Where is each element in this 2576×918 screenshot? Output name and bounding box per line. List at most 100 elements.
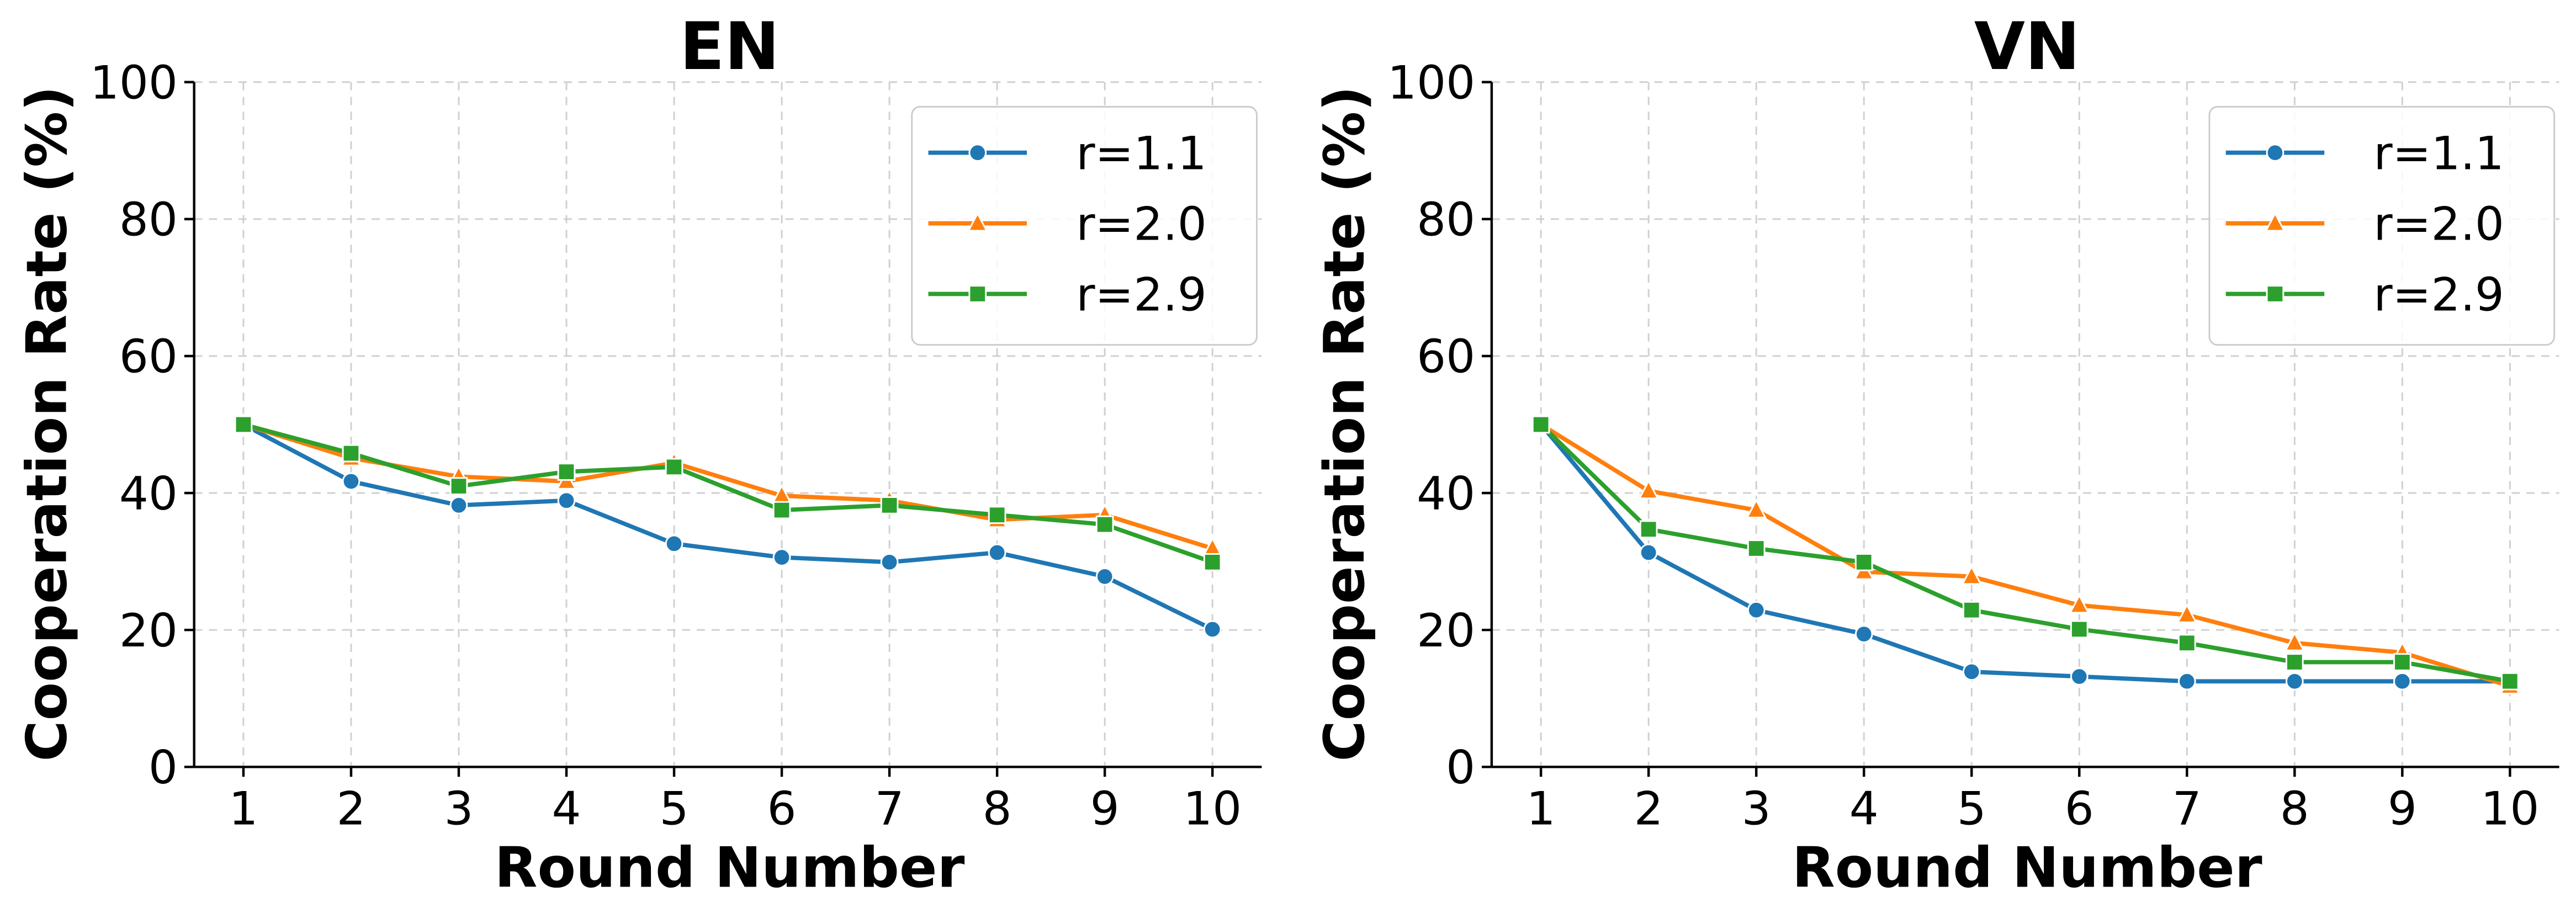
legend-label: r=2.0 bbox=[2373, 197, 2504, 251]
data-point-square bbox=[968, 285, 987, 303]
data-point-circle bbox=[2177, 672, 2196, 691]
x-tick-label: 7 bbox=[2172, 782, 2202, 835]
x-tick-label: 9 bbox=[1090, 782, 1120, 835]
data-point-square bbox=[1203, 553, 1222, 571]
x-tick-label: 5 bbox=[1957, 782, 1986, 835]
data-point-circle bbox=[772, 548, 791, 567]
x-tick-label: 1 bbox=[229, 782, 258, 835]
x-tick-label: 2 bbox=[336, 782, 365, 835]
data-point-circle bbox=[1854, 625, 1873, 643]
x-axis-label: Round Number bbox=[1792, 835, 2262, 900]
series-line bbox=[1539, 423, 2511, 684]
data-point-circle bbox=[449, 496, 468, 514]
data-point-circle bbox=[2070, 667, 2089, 686]
legend-item: r=2.0 bbox=[2225, 197, 2504, 251]
y-axis-label: Cooperation Rate (%) bbox=[1312, 86, 1377, 762]
legend-item: r=2.9 bbox=[2225, 268, 2504, 321]
legend-label: r=1.1 bbox=[2373, 126, 2504, 180]
legend: r=1.1 r=2.0 r=2.9 bbox=[911, 105, 1258, 346]
data-point-square bbox=[234, 415, 253, 434]
x-tick-label: 7 bbox=[875, 782, 904, 835]
series-r-2-9 bbox=[1531, 415, 2519, 691]
legend-item: r=1.1 bbox=[2225, 126, 2504, 180]
data-point-square bbox=[449, 477, 468, 496]
data-point-circle bbox=[557, 491, 576, 510]
x-tick-label: 9 bbox=[2388, 782, 2417, 835]
legend-item: r=2.0 bbox=[928, 197, 1207, 251]
data-point-circle bbox=[968, 144, 987, 162]
y-tick-label: 20 bbox=[119, 604, 178, 657]
legend-item: r=2.9 bbox=[928, 268, 1207, 321]
data-point-triangle bbox=[967, 211, 988, 232]
legend-label: r=2.0 bbox=[1076, 197, 1206, 251]
data-point-circle bbox=[2285, 672, 2304, 691]
data-point-triangle bbox=[1961, 565, 1983, 585]
data-point-circle bbox=[1747, 601, 1766, 619]
data-point-square bbox=[2266, 285, 2285, 303]
y-tick-label: 20 bbox=[1417, 604, 1475, 657]
data-point-circle bbox=[1962, 662, 1981, 681]
data-point-square bbox=[880, 496, 899, 514]
data-point-square bbox=[1531, 415, 1550, 434]
data-point-triangle bbox=[2265, 211, 2286, 232]
legend-label: r=1.1 bbox=[1076, 126, 1206, 180]
data-point-square bbox=[1639, 520, 1658, 539]
data-point-square bbox=[2393, 653, 2411, 671]
y-tick-label: 100 bbox=[90, 56, 178, 109]
x-tick-label: 10 bbox=[2480, 782, 2539, 835]
legend-box bbox=[2208, 105, 2556, 346]
y-tick-label: 40 bbox=[119, 467, 178, 521]
data-point-triangle bbox=[2069, 593, 2090, 614]
x-axis-label: Round Number bbox=[495, 835, 965, 900]
series-line bbox=[1539, 423, 2510, 684]
legend-label: r=2.9 bbox=[1076, 268, 1206, 321]
x-tick-label: 6 bbox=[767, 782, 797, 835]
data-point-circle bbox=[988, 543, 1006, 562]
data-point-square bbox=[988, 506, 1006, 524]
series-r-2-9 bbox=[234, 415, 1222, 571]
x-tick-label: 4 bbox=[552, 782, 581, 835]
data-point-triangle bbox=[1638, 479, 1659, 500]
x-tick-label: 4 bbox=[1849, 782, 1879, 835]
data-point-square bbox=[557, 463, 576, 481]
y-tick-label: 0 bbox=[1446, 741, 1475, 794]
y-tick-label: 60 bbox=[119, 330, 178, 384]
data-point-circle bbox=[2393, 672, 2411, 691]
x-tick-label: 3 bbox=[1742, 782, 1771, 835]
data-point-circle bbox=[342, 472, 361, 491]
data-point-circle bbox=[1639, 543, 1658, 562]
data-point-square bbox=[1962, 601, 1981, 619]
series-line bbox=[242, 422, 1213, 565]
y-tick-label: 100 bbox=[1387, 56, 1475, 109]
data-point-square bbox=[2177, 634, 2196, 652]
data-point-triangle bbox=[2176, 603, 2198, 623]
data-point-triangle bbox=[2284, 631, 2305, 651]
x-tick-label: 8 bbox=[2280, 782, 2309, 835]
x-tick-label: 5 bbox=[660, 782, 689, 835]
data-point-square bbox=[1095, 515, 1114, 534]
x-tick-label: 6 bbox=[2065, 782, 2094, 835]
x-tick-label: 8 bbox=[983, 782, 1012, 835]
series-r-2-0 bbox=[1530, 412, 2521, 694]
chart-en: EN Round Number Cooperation Rate (%) 0 20… bbox=[14, 9, 1262, 900]
data-point-square bbox=[342, 444, 361, 463]
y-tick-label: 80 bbox=[1417, 193, 1475, 247]
legend-item: r=1.1 bbox=[928, 126, 1207, 180]
data-point-square bbox=[2070, 620, 2089, 639]
x-tick-label: 1 bbox=[1526, 782, 1556, 835]
data-point-square bbox=[1747, 539, 1766, 558]
legend-label: r=2.9 bbox=[2373, 268, 2504, 321]
data-point-square bbox=[1854, 553, 1873, 571]
y-axis-label: Cooperation Rate (%) bbox=[14, 86, 79, 762]
chart-vn: VN Round Number Cooperation Rate (%) 0 20… bbox=[1312, 9, 2559, 900]
x-tick-label: 2 bbox=[1634, 782, 1663, 835]
data-point-circle bbox=[1095, 567, 1114, 586]
data-point-circle bbox=[880, 553, 899, 571]
series-r-2-0 bbox=[233, 412, 1223, 557]
x-tick-label: 3 bbox=[444, 782, 473, 835]
series-r-1-1 bbox=[234, 415, 1222, 639]
series-line bbox=[1540, 422, 2511, 688]
y-tick-label: 40 bbox=[1417, 467, 1475, 521]
legend-box bbox=[911, 105, 1258, 346]
